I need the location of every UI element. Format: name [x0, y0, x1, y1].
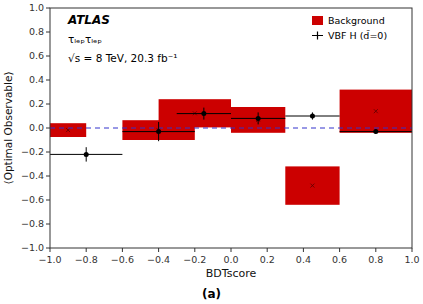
y-tick-label: 0.0	[29, 122, 44, 133]
x-tick	[194, 248, 195, 252]
plot-frame	[50, 8, 412, 248]
x-tick-label: 0.6	[332, 254, 347, 265]
x-tick-label: 0.4	[296, 254, 311, 265]
y-tick-label: 0.8	[29, 26, 44, 37]
box-center-cross	[374, 109, 378, 113]
x-tick-label: 0.0	[223, 254, 238, 265]
background-box	[285, 166, 339, 204]
y-tick-label: −0.8	[21, 218, 44, 229]
y-tick	[46, 56, 50, 57]
signal-point	[373, 129, 378, 134]
y-tick	[46, 128, 50, 129]
y-tick	[46, 176, 50, 177]
y-tick-label: −1.0	[21, 242, 44, 253]
annotation: √s = 8 TeV, 20.3 fb⁻¹	[68, 52, 177, 64]
signal-point	[84, 152, 89, 157]
caption: (a)	[202, 287, 221, 301]
x-tick-label: 0.2	[260, 254, 275, 265]
marks	[50, 90, 412, 205]
plot-background	[50, 8, 412, 248]
x-tick	[158, 248, 159, 252]
legend-label: VBF H (d̃=0)	[328, 30, 387, 41]
legend-swatch-marker	[314, 32, 322, 40]
y-tick-label: 0.2	[29, 98, 44, 109]
y-tick	[46, 80, 50, 81]
signal-point	[256, 116, 261, 121]
legend: Background VBF H (d̃=0)	[312, 15, 387, 41]
box-center-cross	[66, 128, 70, 132]
x-tick-label: 0.8	[368, 254, 383, 265]
x-tick-label: −0.4	[147, 254, 170, 265]
background-box	[50, 123, 86, 137]
x-axis-label: BDTscore	[206, 267, 257, 280]
x-tick	[86, 248, 87, 252]
background-box	[159, 99, 231, 127]
y-tick-label: −0.2	[21, 146, 44, 157]
background-box	[231, 107, 285, 133]
annotation: τₗₑₚτₗₑₚ	[68, 33, 102, 45]
signal-point	[310, 114, 315, 119]
y-tick	[46, 152, 50, 153]
x-tick-label: 1.0	[404, 254, 419, 265]
y-tick-label: 0.4	[29, 74, 44, 85]
x-tick	[50, 248, 51, 252]
x-tick	[303, 248, 304, 252]
y-tick	[46, 200, 50, 201]
x-tick	[122, 248, 123, 252]
background-box	[340, 90, 412, 133]
y-tick-label: −0.6	[21, 194, 44, 205]
x-tick-label: −1.0	[38, 254, 61, 265]
y-tick	[46, 104, 50, 105]
signal-point	[201, 111, 206, 116]
x-tick-label: −0.6	[111, 254, 134, 265]
x-tick	[412, 248, 413, 252]
y-tick	[46, 32, 50, 33]
x-tick-label: −0.8	[75, 254, 98, 265]
legend-label: Background	[328, 15, 385, 26]
x-tick	[375, 248, 376, 252]
y-axis-label: ⟨Optimal Observable⟩	[2, 72, 14, 185]
x-tick-label: −0.2	[183, 254, 206, 265]
y-tick	[46, 8, 50, 9]
y-tick-label: −0.4	[21, 170, 44, 181]
y-tick	[46, 224, 50, 225]
reference-line	[50, 128, 412, 129]
box-center-cross	[310, 184, 314, 188]
y-tick	[46, 248, 50, 249]
signal-point	[156, 129, 161, 134]
x-tick	[339, 248, 340, 252]
annotation: ATLAS	[67, 13, 110, 27]
x-tick	[231, 248, 232, 252]
legend-swatch	[312, 16, 323, 25]
chart: −1.0 −0.8 −0.6 −0.4 −0.2 0.0 0.2 0.4 0.6 0.8 1.0 −1…	[0, 0, 423, 304]
x-tick	[267, 248, 268, 252]
y-tick-label: 0.6	[29, 50, 44, 61]
y-tick-label: 1.0	[29, 2, 44, 13]
